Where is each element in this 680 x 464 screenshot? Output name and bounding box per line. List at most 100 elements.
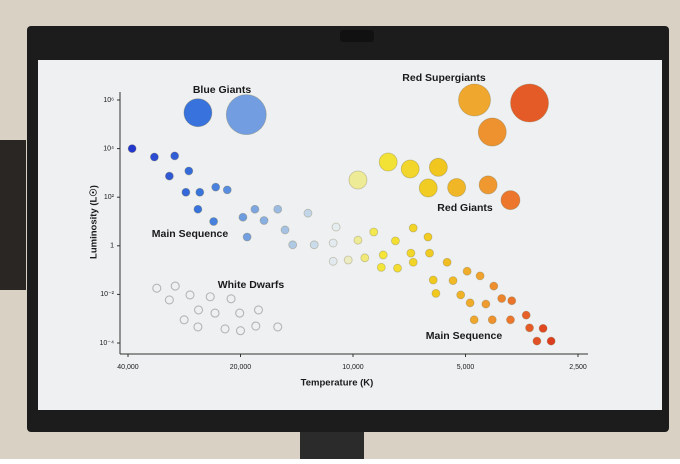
y-tick-label: 10⁻⁴ xyxy=(100,340,115,347)
star-point xyxy=(184,166,194,176)
star-point xyxy=(538,323,548,333)
star-point xyxy=(242,232,252,242)
star-point xyxy=(273,204,283,214)
star-point xyxy=(376,262,386,272)
star-point xyxy=(220,324,230,334)
star-point xyxy=(532,336,542,346)
star-point xyxy=(251,321,261,331)
x-axis-title: Temperature (K) xyxy=(301,378,374,389)
star-point xyxy=(478,175,498,195)
star-point xyxy=(428,275,438,285)
star-point xyxy=(226,294,236,304)
webcam xyxy=(340,30,374,42)
star-point xyxy=(458,83,491,117)
star-point xyxy=(360,253,370,263)
star-point xyxy=(447,178,467,197)
chart: Temperature (K) Luminosity (L☉) Blue Gia… xyxy=(89,72,588,389)
star-point xyxy=(408,257,418,267)
star-point xyxy=(253,305,264,315)
star-point xyxy=(487,315,497,325)
star-point xyxy=(448,276,458,285)
star-point xyxy=(423,232,433,242)
star-point xyxy=(353,235,363,245)
star-point xyxy=(273,322,283,332)
star-point xyxy=(343,255,353,265)
annotation: Main Sequence xyxy=(426,330,503,342)
star-point xyxy=(546,336,556,346)
star-point xyxy=(506,315,515,325)
star-point xyxy=(510,83,549,123)
star-point xyxy=(328,238,338,248)
star-point xyxy=(179,315,189,325)
annotation: Main Sequence xyxy=(152,228,229,240)
star-point xyxy=(280,225,290,235)
star-point xyxy=(164,171,174,181)
star-point xyxy=(497,294,507,303)
y-tick-label: 10⁻² xyxy=(100,291,114,298)
star-point xyxy=(378,250,388,260)
star-point xyxy=(183,98,213,128)
star-point xyxy=(378,152,398,172)
star-point xyxy=(181,187,191,197)
star-point xyxy=(500,190,521,210)
star-point xyxy=(431,288,441,298)
star-point xyxy=(391,236,400,246)
star-point xyxy=(250,204,260,214)
star-point xyxy=(331,222,341,232)
star-point xyxy=(193,305,204,315)
star-point xyxy=(170,151,180,161)
x-tick-label: 5,000 xyxy=(457,364,475,371)
annotation: Red Supergiants xyxy=(402,72,486,84)
annotation: Red Giants xyxy=(437,202,493,214)
star-point xyxy=(205,292,215,302)
star-point xyxy=(369,227,379,237)
star-point xyxy=(170,281,180,291)
star-point xyxy=(469,315,479,325)
star-point xyxy=(209,217,219,226)
star-point xyxy=(238,212,248,222)
star-point xyxy=(348,170,368,190)
star-point xyxy=(185,290,195,300)
star-point xyxy=(418,178,438,198)
star-point xyxy=(210,308,220,318)
star-point xyxy=(465,298,475,308)
screen xyxy=(38,60,662,410)
star-point xyxy=(149,152,159,162)
y-tick-label: 1 xyxy=(110,243,114,250)
x-tick-label: 10,000 xyxy=(342,364,364,371)
star-point xyxy=(408,223,418,233)
y-tick-label: 10⁶ xyxy=(103,97,114,104)
star-point xyxy=(525,323,534,333)
star-point xyxy=(222,185,232,195)
y-tick-label: 10⁴ xyxy=(103,145,114,152)
annotation: White Dwarfs xyxy=(218,279,285,291)
star-point xyxy=(475,271,485,281)
star-point xyxy=(235,326,246,336)
star-point xyxy=(462,266,472,276)
star-point xyxy=(507,296,517,306)
star-point xyxy=(152,283,162,293)
star-point xyxy=(309,240,319,250)
star-point xyxy=(195,187,205,197)
star-point xyxy=(425,248,434,258)
y-tick-label: 10² xyxy=(104,194,115,201)
star-point xyxy=(259,216,269,225)
star-point xyxy=(328,256,338,266)
annotation: Blue Giants xyxy=(193,84,252,96)
wall-frame xyxy=(0,140,26,290)
star-point xyxy=(164,295,174,305)
star-point xyxy=(442,257,452,267)
star-point xyxy=(303,208,313,218)
star-point xyxy=(193,204,203,214)
x-tick-label: 40,000 xyxy=(117,364,139,371)
star-point xyxy=(477,117,507,147)
star-point xyxy=(456,290,466,300)
star-point xyxy=(235,308,245,318)
star-point xyxy=(400,159,420,179)
star-point xyxy=(521,310,531,320)
star-point xyxy=(211,182,221,192)
star-point xyxy=(127,144,137,154)
star-point xyxy=(225,94,267,136)
